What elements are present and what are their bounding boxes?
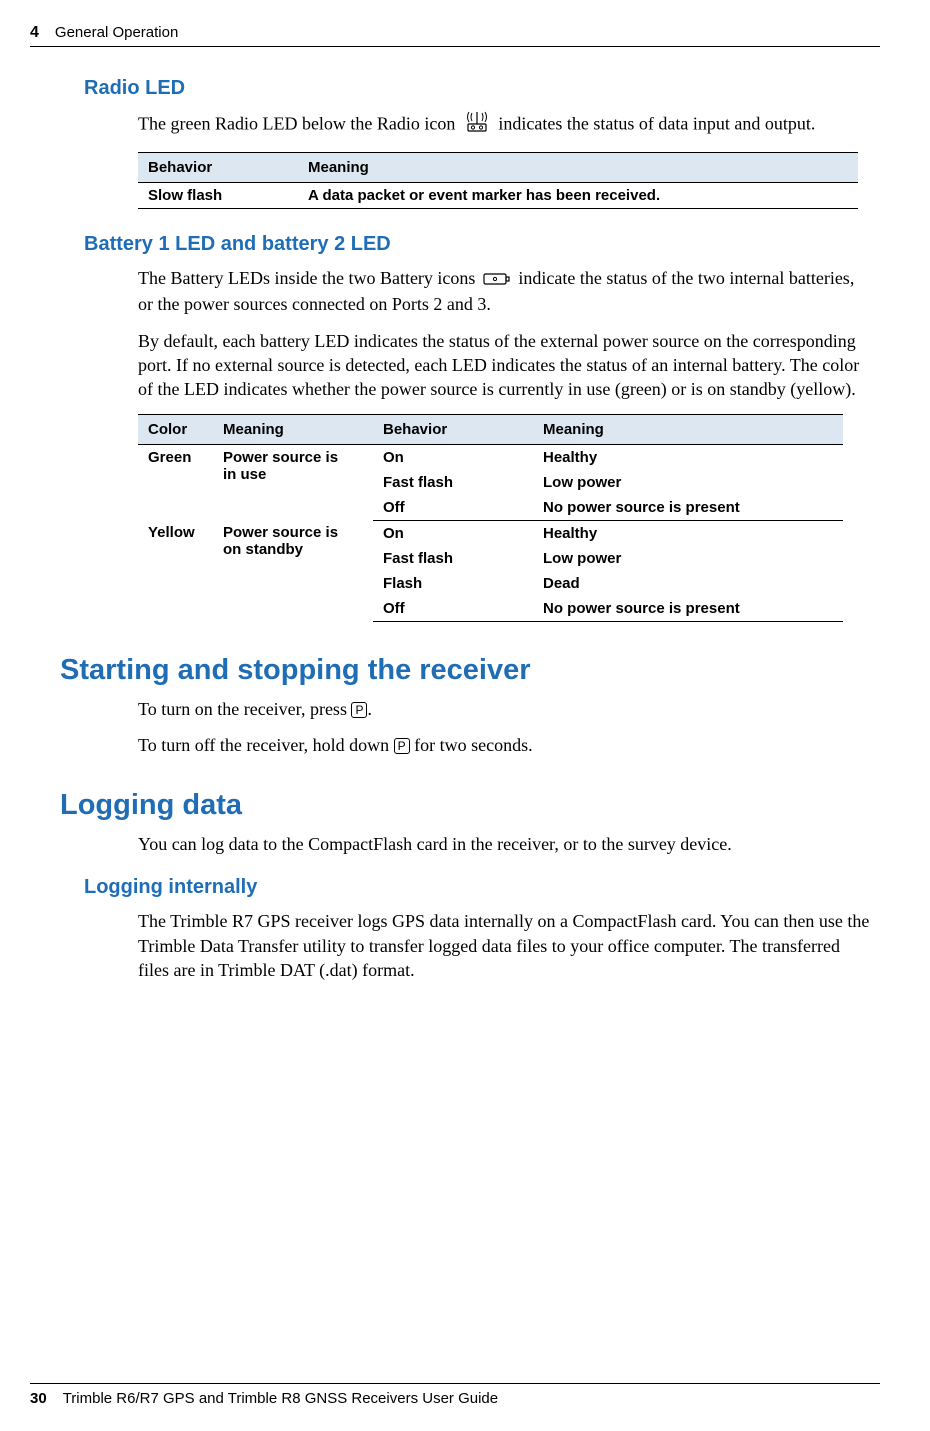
heading-battery-led: Battery 1 LED and battery 2 LED bbox=[84, 233, 880, 256]
table-cell: Off bbox=[373, 596, 533, 622]
table-header: Behavior bbox=[373, 414, 533, 444]
table-header: Meaning bbox=[213, 414, 373, 444]
table-cell: Low power bbox=[533, 470, 843, 495]
table-cell: A data packet or event marker has been r… bbox=[298, 183, 858, 209]
battery-led-table: ColorMeaningBehaviorMeaning GreenPower s… bbox=[138, 414, 843, 622]
footer-book-title: Trimble R6/R7 GPS and Trimble R8 GNSS Re… bbox=[63, 1390, 498, 1407]
chapter-number: 4 bbox=[30, 24, 39, 42]
table-header: Color bbox=[138, 414, 213, 444]
table-cell: Fast flash bbox=[373, 470, 533, 495]
table-cell: Flash bbox=[373, 571, 533, 596]
battery-para2: By default, each battery LED indicates t… bbox=[138, 329, 870, 402]
table-cell: Off bbox=[373, 495, 533, 521]
page-footer: 30 Trimble R6/R7 GPS and Trimble R8 GNSS… bbox=[30, 1383, 880, 1407]
heading-logging-internally: Logging internally bbox=[84, 876, 880, 899]
radio-icon bbox=[462, 110, 492, 140]
table-cell: Power source isin use bbox=[213, 444, 373, 520]
text-fragment: To turn on the receiver, press bbox=[138, 699, 347, 719]
table-cell: Dead bbox=[533, 571, 843, 596]
table-header: Meaning bbox=[533, 414, 843, 444]
power-button-icon: P bbox=[394, 738, 410, 754]
table-cell: Healthy bbox=[533, 444, 843, 470]
table-cell: Power source ison standby bbox=[213, 520, 373, 621]
battery-icon bbox=[482, 268, 512, 292]
page-number: 30 bbox=[30, 1390, 47, 1407]
text-fragment: for two seconds. bbox=[414, 735, 532, 755]
text-fragment: The green Radio LED below the Radio icon bbox=[138, 113, 455, 133]
text-fragment: The Battery LEDs inside the two Battery … bbox=[138, 268, 475, 288]
logging-internal-para: The Trimble R7 GPS receiver logs GPS dat… bbox=[138, 909, 870, 982]
heading-starting-stopping: Starting and stopping the receiver bbox=[60, 654, 880, 687]
battery-para1: The Battery LEDs inside the two Battery … bbox=[138, 266, 870, 316]
chapter-title: General Operation bbox=[55, 24, 178, 41]
page-header: 4 General Operation bbox=[30, 24, 880, 47]
table-row: YellowPower source ison standbyOnHealthy bbox=[138, 520, 843, 546]
table-cell: Fast flash bbox=[373, 546, 533, 571]
table-header: Behavior bbox=[138, 153, 298, 183]
table-cell: On bbox=[373, 444, 533, 470]
table-cell: No power source is present bbox=[533, 596, 843, 622]
table-cell: Green bbox=[138, 444, 213, 520]
table-cell: Low power bbox=[533, 546, 843, 571]
text-fragment: indicates the status of data input and o… bbox=[498, 113, 815, 133]
logging-para: You can log data to the CompactFlash car… bbox=[138, 832, 870, 856]
table-row: GreenPower source isin useOnHealthy bbox=[138, 444, 843, 470]
table-row: Slow flashA data packet or event marker … bbox=[138, 183, 858, 209]
text-fragment: To turn off the receiver, hold down bbox=[138, 735, 389, 755]
heading-radio-led: Radio LED bbox=[84, 77, 880, 100]
table-cell: No power source is present bbox=[533, 495, 843, 521]
starting-para1: To turn on the receiver, press P. bbox=[138, 697, 870, 721]
heading-logging-data: Logging data bbox=[60, 789, 880, 822]
table-cell: On bbox=[373, 520, 533, 546]
text-fragment: . bbox=[367, 699, 372, 719]
starting-para2: To turn off the receiver, hold down P fo… bbox=[138, 733, 870, 757]
table-cell: Slow flash bbox=[138, 183, 298, 209]
radio-led-paragraph: The green Radio LED below the Radio icon… bbox=[138, 110, 870, 140]
radio-led-table: BehaviorMeaning Slow flashA data packet … bbox=[138, 152, 858, 209]
power-button-icon: P bbox=[351, 702, 367, 718]
table-cell: Healthy bbox=[533, 520, 843, 546]
table-cell: Yellow bbox=[138, 520, 213, 621]
table-header: Meaning bbox=[298, 153, 858, 183]
